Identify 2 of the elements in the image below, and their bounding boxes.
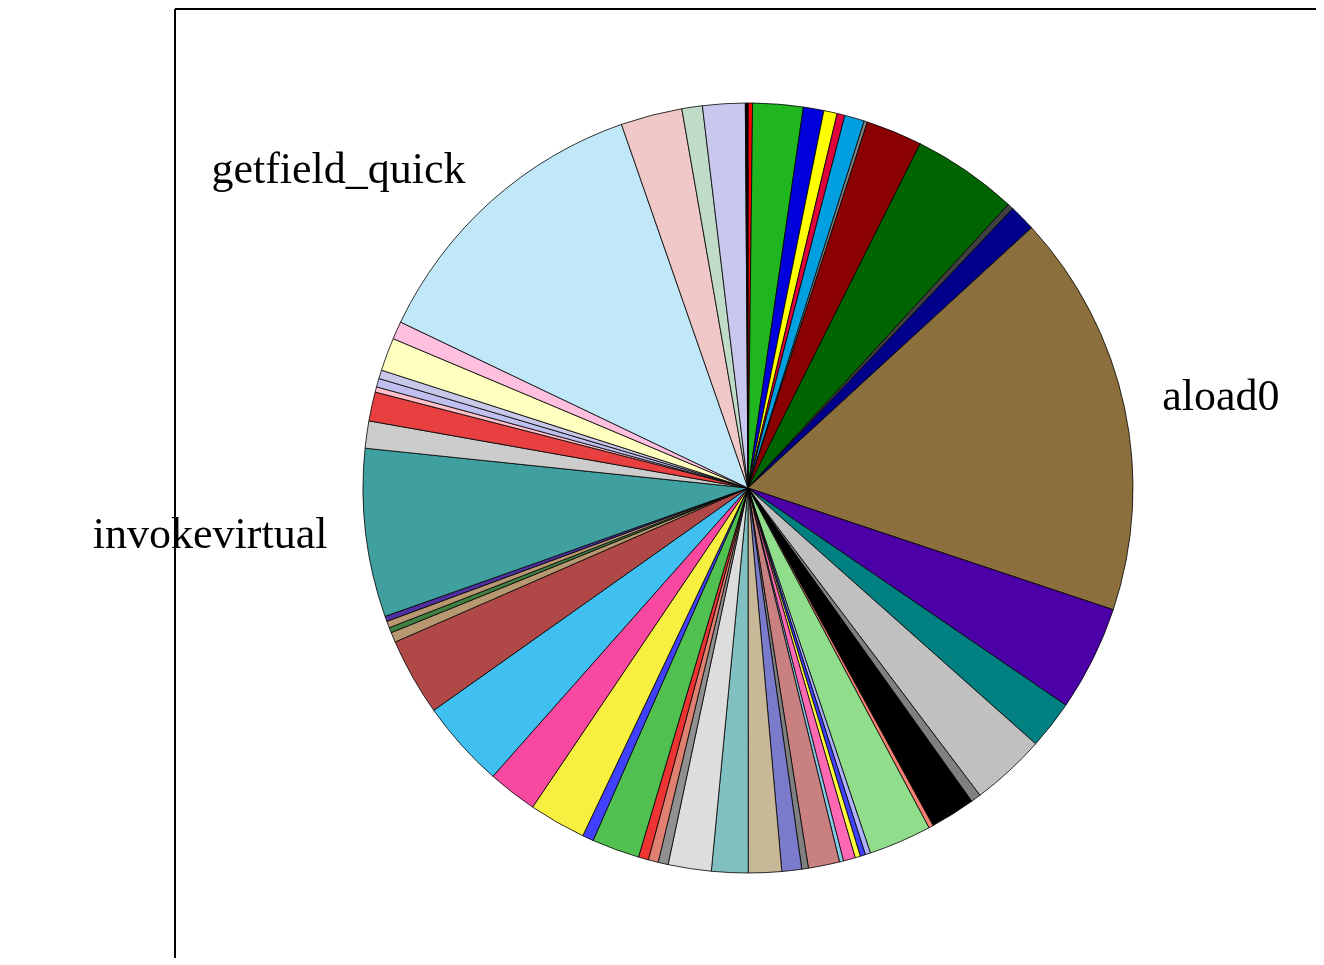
slice-label: getfield_quick	[211, 143, 466, 193]
slice-label: aload0	[1162, 370, 1280, 420]
